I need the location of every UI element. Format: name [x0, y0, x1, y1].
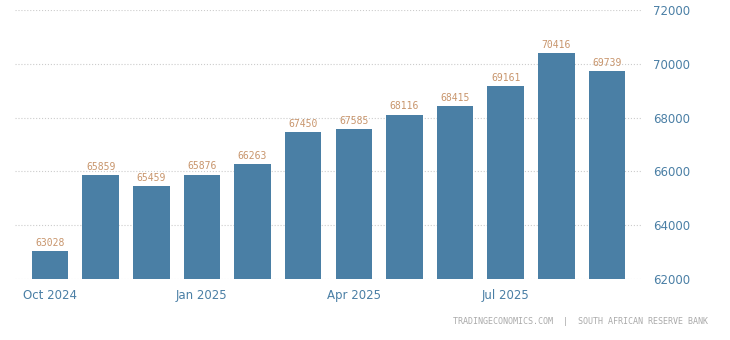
Text: 69739: 69739: [592, 58, 622, 68]
Text: 66263: 66263: [238, 151, 267, 161]
Bar: [488, 86, 524, 279]
Bar: [336, 129, 372, 279]
Text: 70416: 70416: [542, 39, 571, 50]
Bar: [588, 71, 625, 279]
Bar: [184, 175, 220, 279]
Text: 68116: 68116: [390, 101, 419, 111]
Text: 69161: 69161: [491, 73, 520, 83]
Text: 67585: 67585: [339, 116, 369, 125]
Bar: [386, 115, 423, 279]
Text: 65459: 65459: [137, 173, 166, 183]
Text: 67450: 67450: [288, 119, 318, 129]
Text: 65859: 65859: [86, 162, 115, 172]
Bar: [285, 132, 321, 279]
Bar: [133, 186, 169, 279]
Text: TRADINGECONOMICS.COM  |  SOUTH AFRICAN RESERVE BANK: TRADINGECONOMICS.COM | SOUTH AFRICAN RES…: [453, 318, 708, 326]
Text: 63028: 63028: [35, 238, 65, 248]
Bar: [82, 175, 119, 279]
Bar: [538, 53, 575, 279]
Bar: [437, 106, 473, 279]
Bar: [234, 164, 271, 279]
Text: 68415: 68415: [440, 93, 470, 103]
Bar: [32, 251, 69, 279]
Text: 65876: 65876: [187, 162, 217, 171]
